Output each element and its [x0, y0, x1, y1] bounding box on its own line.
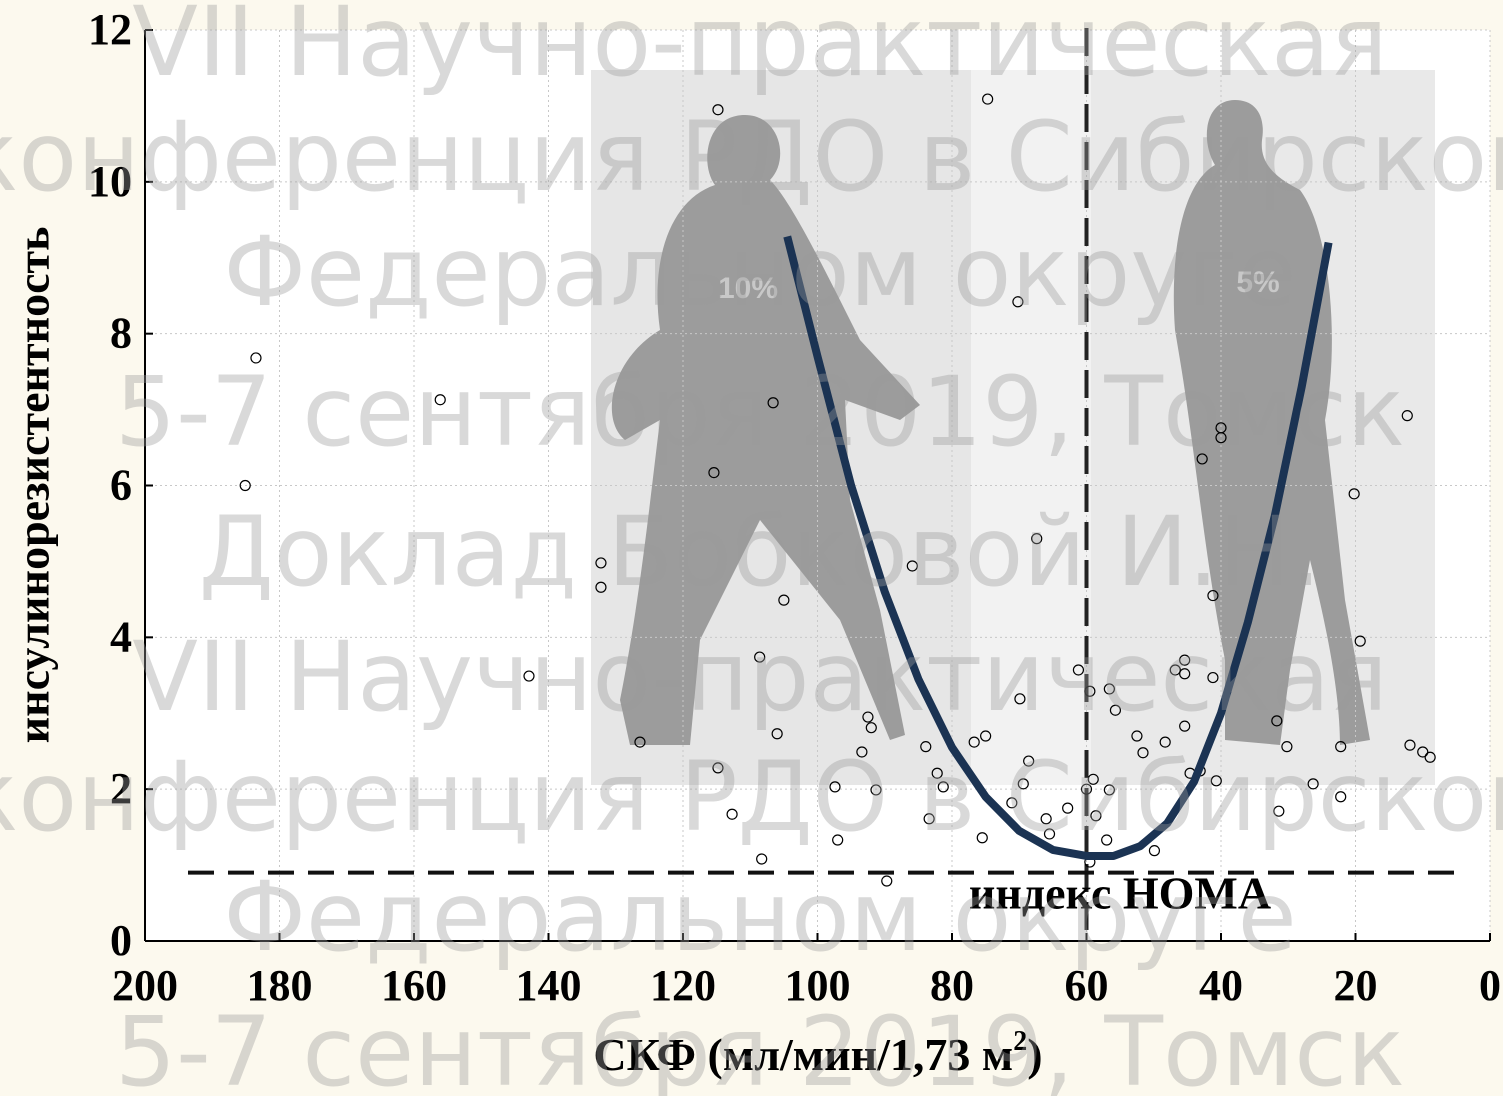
- y-tick-label: 0: [110, 916, 132, 965]
- y-tick-label: 4: [110, 612, 132, 661]
- watermark-line: 5-7 сентября 2019, Томск: [115, 356, 1405, 468]
- watermark: VII Научно-практическаяконференция РДО в…: [0, 0, 1503, 1096]
- watermark-line: 5-7 сентября 2019, Томск: [115, 996, 1405, 1096]
- watermark-line: конференция РДО в Сибирском: [0, 101, 1503, 213]
- x-tick-label: 0: [1479, 961, 1501, 1010]
- watermark-line: VII Научно-практическая: [132, 621, 1387, 733]
- watermark-line: VII Научно-практическая: [132, 0, 1387, 98]
- watermark-line: Федеральном округе: [223, 861, 1296, 973]
- y-axis-title: инсулинорезистентность: [8, 227, 59, 744]
- watermark-line: конференция РДО в Сибирском: [0, 741, 1503, 853]
- y-tick-label: 12: [88, 5, 132, 54]
- chart: индекс HOMA10%5% 20018016014012010080604…: [0, 0, 1503, 1096]
- watermark-line: Доклад Бобковой И.Н.: [199, 496, 1322, 608]
- watermark-line: Федеральном округе: [223, 216, 1296, 328]
- y-tick-label: 8: [110, 309, 132, 358]
